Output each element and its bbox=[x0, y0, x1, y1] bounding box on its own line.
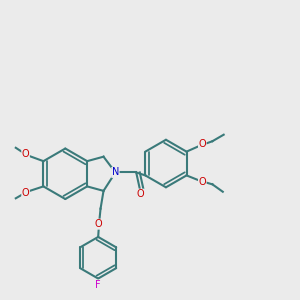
Text: O: O bbox=[22, 188, 29, 198]
Text: O: O bbox=[199, 177, 206, 187]
Text: O: O bbox=[199, 139, 206, 149]
Text: O: O bbox=[137, 189, 145, 199]
Text: N: N bbox=[112, 167, 119, 177]
Text: O: O bbox=[22, 149, 29, 159]
Text: F: F bbox=[95, 280, 101, 290]
Text: O: O bbox=[95, 219, 103, 229]
